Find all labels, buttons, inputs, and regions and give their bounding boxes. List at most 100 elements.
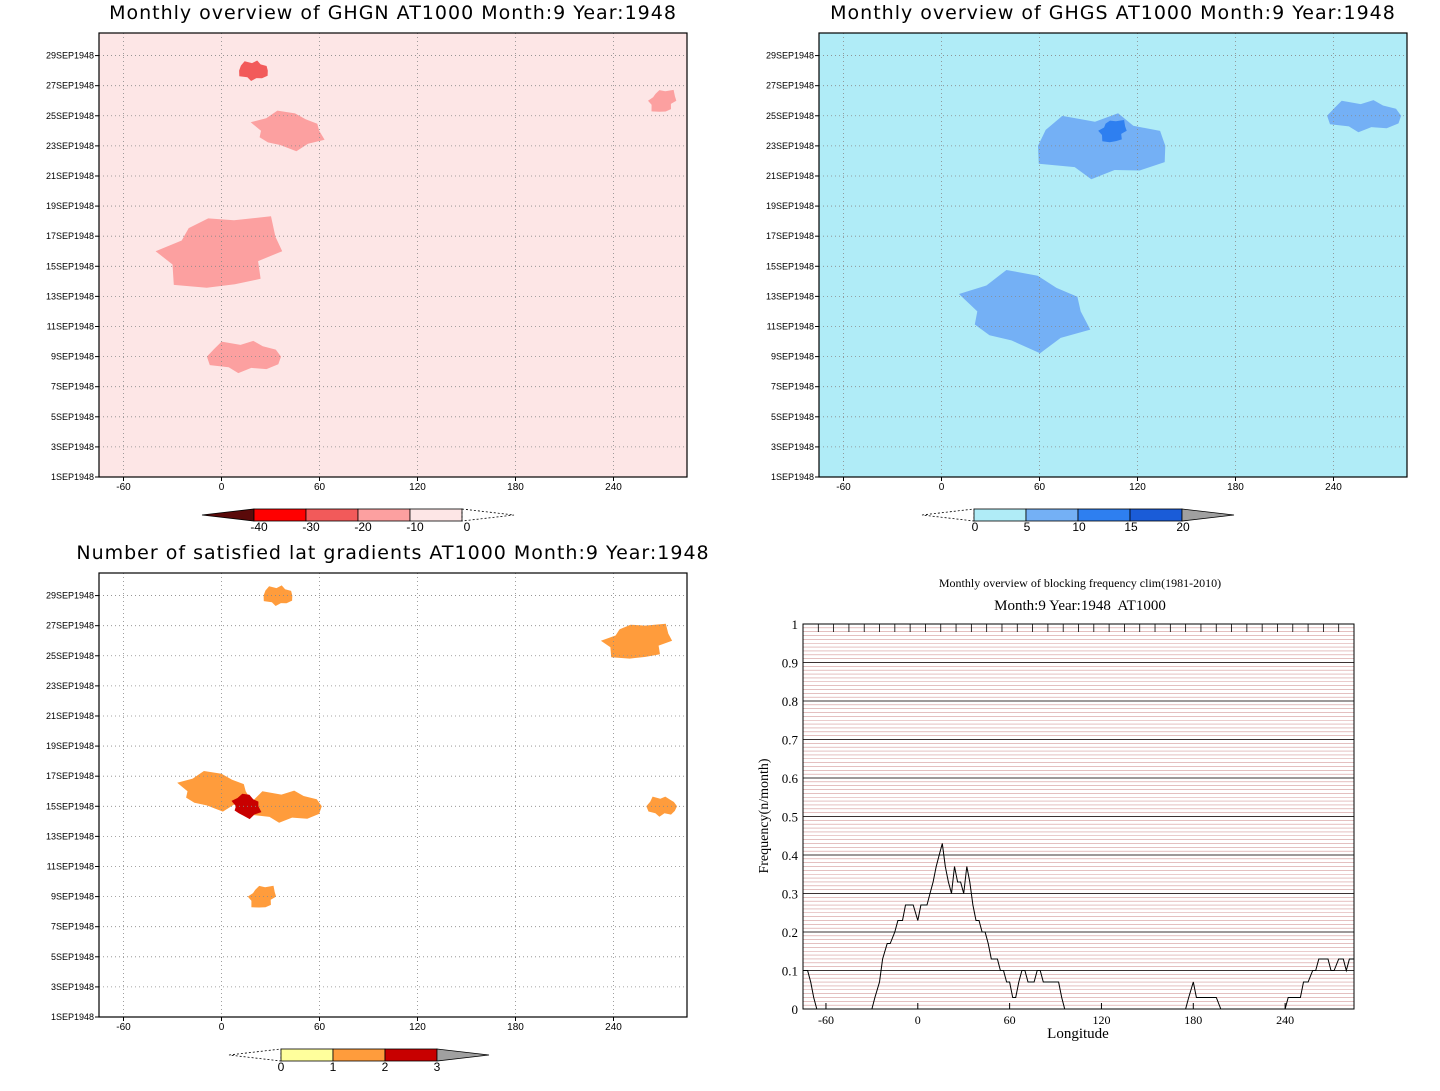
contour-region (600, 623, 673, 659)
x-tick-label: -60 (116, 1022, 131, 1033)
colorbar-label: 0 (464, 520, 471, 534)
y-tick-label: 0.4 (782, 848, 799, 863)
y-tick-label: 15SEP1948 (46, 261, 94, 271)
plot-frame (818, 32, 1408, 478)
y-tick-label: 7SEP1948 (771, 382, 814, 392)
colorbar-label: 15 (1124, 520, 1138, 534)
x-tick-label: 240 (1276, 1013, 1294, 1027)
y-tick-label: 23SEP1948 (46, 141, 94, 151)
ghgs-title: Monthly overview of GHGS AT1000 Month:9 … (830, 2, 1396, 24)
y-tick-label: 3SEP1948 (51, 982, 94, 992)
y-tick-label: 0.5 (782, 810, 798, 825)
y-tick-label: 25SEP1948 (46, 651, 94, 661)
y-tick-label: 21SEP1948 (46, 711, 94, 721)
y-tick-label: 27SEP1948 (46, 81, 94, 91)
y-tick-label: 25SEP1948 (46, 111, 94, 121)
contour-region (239, 60, 268, 81)
contour-region (263, 585, 293, 606)
y-tick-label: 25SEP1948 (766, 111, 814, 121)
y-tick-label: 11SEP1948 (47, 861, 94, 871)
x-tick-label: 60 (314, 1022, 326, 1033)
colorbar-label: -30 (302, 520, 320, 534)
y-tick-label: 19SEP1948 (46, 741, 94, 751)
y-tick-label: 0.6 (782, 771, 799, 786)
plot-background (819, 33, 1407, 477)
x-tick-label: 180 (507, 1022, 524, 1033)
y-tick-label: 23SEP1948 (766, 141, 814, 151)
x-tick-label: 180 (1184, 1013, 1202, 1027)
contour-region (1327, 100, 1402, 133)
x-tick-label: 120 (409, 1022, 426, 1033)
y-tick-label: 5SEP1948 (51, 952, 94, 962)
y-tick-label: 21SEP1948 (46, 171, 94, 181)
colorbar-high-triangle (1181, 508, 1235, 522)
y-tick-label: 0.8 (782, 694, 798, 709)
colorbar-label: 1 (330, 1060, 337, 1074)
y-tick-label: 3SEP1948 (51, 442, 94, 452)
y-tick-label: 29SEP1948 (766, 51, 814, 61)
y-tick-label: 5SEP1948 (51, 412, 94, 422)
y-tick-label: 17SEP1948 (766, 231, 814, 241)
frequency-line (803, 843, 1354, 1010)
x-tick-label: 0 (219, 482, 225, 493)
y-tick-label: 1SEP1948 (51, 1012, 94, 1022)
lat-gradients-title: Number of satisfied lat gradients AT1000… (76, 542, 710, 564)
y-tick-label: 0.3 (782, 887, 798, 902)
x-tick-label: 120 (409, 482, 426, 493)
plot-frame (802, 623, 1355, 1010)
x-tick-label: 60 (1004, 1013, 1016, 1027)
x-tick-label: 240 (605, 482, 622, 493)
y-tick-label: 13SEP1948 (46, 831, 94, 841)
y-tick-label: 19SEP1948 (766, 201, 814, 211)
y-tick-label: 21SEP1948 (766, 171, 814, 181)
contour-region (206, 340, 281, 374)
colorbar-label: 3 (434, 1060, 441, 1074)
x-tick-label: 240 (1325, 482, 1342, 493)
x-tick-label: -60 (836, 482, 851, 493)
contour-region (1038, 113, 1166, 180)
x-tick-label: 60 (314, 482, 326, 493)
plot-frame (98, 32, 688, 478)
y-tick-label: 11SEP1948 (47, 321, 94, 331)
colorbar-label: 2 (382, 1060, 389, 1074)
y-tick-label: 0 (792, 1002, 799, 1017)
y-tick-label: 13SEP1948 (46, 291, 94, 301)
colorbar-label: 5 (1024, 520, 1031, 534)
y-tick-label: 29SEP1948 (46, 591, 94, 601)
contour-region (1098, 120, 1127, 143)
x-tick-label: 180 (507, 482, 524, 493)
y-tick-label: 13SEP1948 (766, 291, 814, 301)
colorbar-label: -10 (406, 520, 424, 534)
y-tick-label: 27SEP1948 (46, 621, 94, 631)
contour-region (250, 110, 325, 152)
y-tick-label: 0.1 (782, 964, 798, 979)
y-tick-label: 1 (792, 617, 799, 632)
y-tick-label: 15SEP1948 (766, 261, 814, 271)
y-tick-label: 29SEP1948 (46, 51, 94, 61)
blocking-title: Monthly overview of blocking frequency c… (938, 576, 1222, 590)
x-tick-label: -60 (818, 1013, 834, 1027)
colorbar-label: -40 (250, 520, 268, 534)
colorbar-high-triangle (436, 1048, 490, 1062)
x-tick-label: 0 (939, 482, 945, 493)
y-tick-label: 3SEP1948 (771, 442, 814, 452)
x-tick-label: 0 (915, 1013, 921, 1027)
y-tick-label: 9SEP1948 (51, 352, 94, 362)
y-tick-label: 0.2 (782, 925, 798, 940)
y-tick-label: 27SEP1948 (766, 81, 814, 91)
y-tick-label: 1SEP1948 (51, 472, 94, 482)
contour-region (155, 216, 283, 288)
contour-region (247, 790, 322, 823)
colorbar-label: -20 (354, 520, 372, 534)
colorbar-label: 0 (972, 520, 979, 534)
x-tick-label: 120 (1092, 1013, 1110, 1027)
contour-region (247, 885, 277, 908)
ghgn-title: Monthly overview of GHGN AT1000 Month:9 … (109, 2, 677, 24)
y-tick-label: 0.9 (782, 656, 798, 671)
contour-region (648, 89, 677, 112)
colorbar-segment (409, 508, 463, 522)
y-tick-label: 15SEP1948 (46, 801, 94, 811)
